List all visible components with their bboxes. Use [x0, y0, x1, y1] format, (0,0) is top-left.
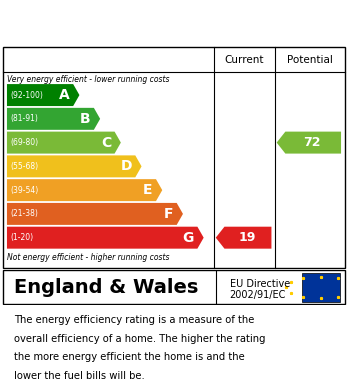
Text: Energy Efficiency Rating: Energy Efficiency Rating	[50, 13, 298, 32]
Text: (21-38): (21-38)	[10, 210, 38, 219]
Text: overall efficiency of a home. The higher the rating: overall efficiency of a home. The higher…	[14, 334, 266, 344]
Polygon shape	[7, 179, 162, 201]
Polygon shape	[216, 227, 271, 249]
Text: (55-68): (55-68)	[10, 162, 39, 171]
Polygon shape	[277, 132, 341, 154]
Text: Current: Current	[225, 55, 264, 65]
Text: (1-20): (1-20)	[10, 233, 33, 242]
Text: EU Directive: EU Directive	[230, 279, 290, 289]
Polygon shape	[7, 108, 100, 130]
Text: G: G	[183, 231, 194, 245]
Text: England & Wales: England & Wales	[14, 278, 198, 297]
Text: E: E	[143, 183, 152, 197]
Text: C: C	[101, 136, 111, 150]
Polygon shape	[7, 84, 79, 106]
Bar	[302, 273, 340, 302]
Text: Potential: Potential	[287, 55, 333, 65]
Text: The energy efficiency rating is a measure of the: The energy efficiency rating is a measur…	[14, 315, 254, 325]
Text: F: F	[164, 207, 173, 221]
Text: Very energy efficient - lower running costs: Very energy efficient - lower running co…	[7, 75, 169, 84]
Text: (81-91): (81-91)	[10, 114, 38, 123]
Text: (69-80): (69-80)	[10, 138, 39, 147]
Text: the more energy efficient the home is and the: the more energy efficient the home is an…	[14, 352, 245, 362]
Polygon shape	[7, 227, 204, 249]
Text: (39-54): (39-54)	[10, 186, 39, 195]
Polygon shape	[7, 132, 121, 154]
Text: 72: 72	[303, 136, 321, 149]
Text: B: B	[80, 112, 90, 126]
Text: (92-100): (92-100)	[10, 91, 43, 100]
Text: A: A	[59, 88, 70, 102]
Text: Not energy efficient - higher running costs: Not energy efficient - higher running co…	[7, 253, 169, 262]
Polygon shape	[7, 155, 142, 178]
Text: 2002/91/EC: 2002/91/EC	[230, 290, 286, 300]
Text: 19: 19	[238, 231, 256, 244]
Text: D: D	[120, 160, 132, 173]
Text: lower the fuel bills will be.: lower the fuel bills will be.	[14, 371, 145, 381]
Polygon shape	[7, 203, 183, 225]
